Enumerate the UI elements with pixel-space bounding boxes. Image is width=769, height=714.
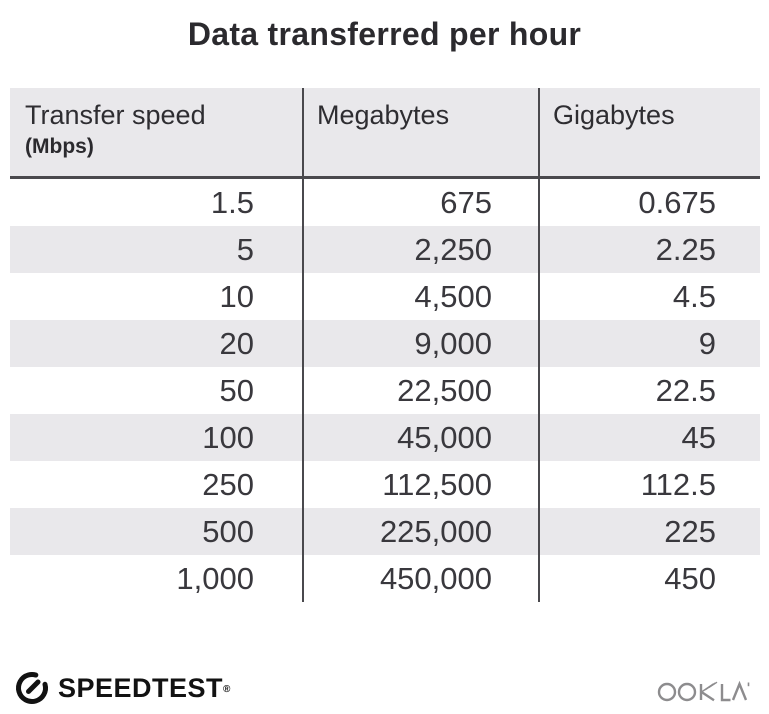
page-title: Data transferred per hour — [187, 16, 582, 52]
speedtest-wordmark: SPEEDTEST® — [58, 670, 231, 706]
table-body: 1.5 675 0.675 5 2,250 2.25 10 4,500 4.5 … — [10, 179, 760, 602]
cell-megabytes: 225,000 — [302, 508, 538, 555]
cell-megabytes: 9,000 — [302, 320, 538, 367]
cell-gigabytes: 45 — [538, 414, 760, 461]
cell-megabytes: 675 — [302, 179, 538, 226]
cell-megabytes: 4,500 — [302, 273, 538, 320]
cell-megabytes: 450,000 — [302, 555, 538, 602]
cell-gigabytes: 9 — [538, 320, 760, 367]
cell-gigabytes: 22.5 — [538, 367, 760, 414]
cell-megabytes: 112,500 — [302, 461, 538, 508]
table-row: 5 2,250 2.25 — [10, 226, 760, 273]
table-header-row: Transfer speed (Mbps) Megabytes Gigabyte… — [10, 88, 760, 179]
table-row: 20 9,000 9 — [10, 320, 760, 367]
ookla-logo — [657, 680, 750, 702]
cell-megabytes: 45,000 — [302, 414, 538, 461]
cell-transfer-speed: 1,000 — [176, 561, 254, 596]
table-row: 1,000 450,000 450 — [10, 555, 760, 602]
table-row: 250 112,500 112.5 — [10, 461, 760, 508]
infographic-canvas: { "title": "Data transferred per hour", … — [0, 16, 769, 714]
registered-trademark-symbol: ® — [223, 684, 231, 695]
table-row: 500 225,000 225 — [10, 508, 760, 555]
table-row: 10 4,500 4.5 — [10, 273, 760, 320]
table-row: 100 45,000 45 — [10, 414, 760, 461]
speedtest-wordmark-text: SPEEDTEST — [58, 673, 224, 703]
data-table: Transfer speed (Mbps) Megabytes Gigabyte… — [10, 88, 760, 602]
cell-megabytes: 2,250 — [302, 226, 538, 273]
cell-transfer-speed: 500 — [202, 514, 254, 549]
cell-gigabytes: 112.5 — [538, 461, 760, 508]
footer: SPEEDTEST® — [14, 670, 757, 706]
table-row: 50 22,500 22.5 — [10, 367, 760, 414]
header-gigabytes: Gigabytes — [538, 88, 760, 176]
header-mbps-unit: (Mbps) — [25, 135, 94, 158]
speedtest-gauge-icon — [16, 672, 48, 704]
cell-gigabytes: 225 — [538, 508, 760, 555]
cell-transfer-speed: 5 — [236, 232, 254, 267]
cell-transfer-speed: 20 — [219, 326, 254, 361]
header-transfer-speed: Transfer speed (Mbps) — [10, 88, 302, 176]
cell-gigabytes: 2.25 — [538, 226, 760, 273]
table-row: 1.5 675 0.675 — [10, 179, 760, 226]
cell-transfer-speed: 50 — [219, 373, 254, 408]
speedtest-logo: SPEEDTEST® — [14, 670, 231, 706]
cell-gigabytes: 450 — [538, 555, 760, 602]
cell-megabytes: 22,500 — [302, 367, 538, 414]
cell-transfer-speed: 10 — [219, 279, 254, 314]
cell-transfer-speed: 100 — [202, 420, 254, 455]
cell-transfer-speed: 250 — [202, 467, 254, 502]
cell-gigabytes: 0.675 — [538, 179, 760, 226]
header-megabytes: Megabytes — [302, 88, 538, 176]
cell-gigabytes: 4.5 — [538, 273, 760, 320]
cell-transfer-speed: 1.5 — [210, 185, 254, 220]
header-transfer-speed-label: Transfer speed — [25, 100, 206, 130]
